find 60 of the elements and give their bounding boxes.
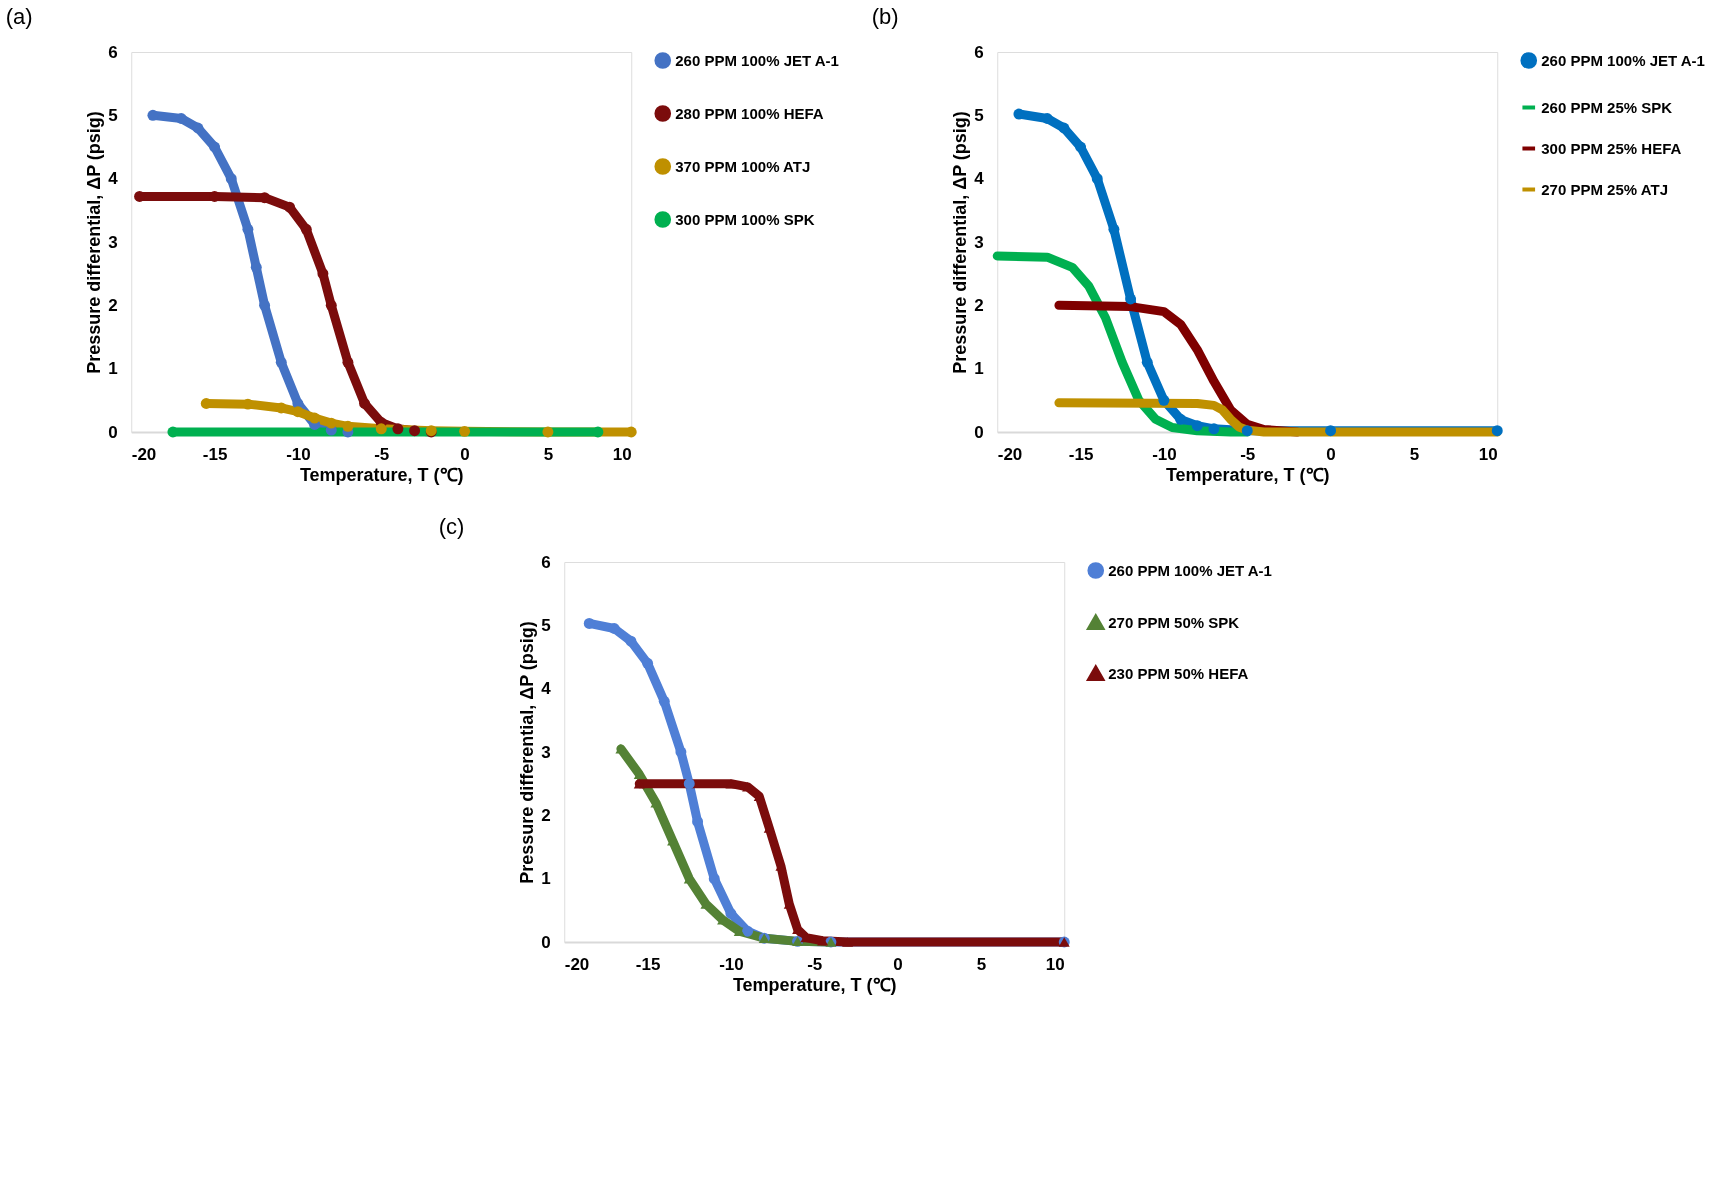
x-tick-label: -15 (635, 954, 661, 974)
legend-label: 280 PPM 100% HEFA (675, 104, 824, 122)
x-tick-label: -20 (997, 444, 1023, 464)
y-tick-label: 0 (108, 422, 118, 442)
legend-label: 260 PPM 25% SPK (1541, 98, 1673, 116)
legend-label: 270 PPM 50% SPK (1108, 613, 1240, 631)
y-tick-label: 5 (108, 105, 118, 125)
y-axis-title: Pressure differential, ΔP (psig) (84, 111, 105, 374)
y-tick-label: 3 (974, 232, 984, 252)
x-tick-label: 10 (612, 444, 632, 464)
legend-label: 260 PPM 100% JET A-1 (675, 51, 839, 69)
y-tick-label: 2 (108, 295, 118, 315)
y-axis-title: Pressure differential, ΔP (psig) (950, 111, 971, 374)
y-tick-label: 1 (541, 869, 551, 889)
y-tick-label: 0 (541, 932, 551, 952)
x-axis-title: Temperature, T (℃) (299, 464, 464, 485)
x-tick-label: -20 (131, 444, 157, 464)
x-tick-label: 0 (460, 444, 470, 464)
y-tick-label: 0 (974, 422, 984, 442)
x-tick-label: 5 (1409, 444, 1420, 464)
x-tick-label: 0 (1326, 444, 1336, 464)
x-tick-label: -15 (202, 444, 228, 464)
y-tick-label: 2 (974, 295, 984, 315)
x-tick-label: -5 (374, 444, 390, 464)
x-tick-label: -10 (719, 954, 744, 974)
y-tick-label: 3 (541, 742, 551, 762)
x-tick-label: -10 (1152, 444, 1177, 464)
y-tick-label: 4 (541, 679, 552, 699)
x-tick-label: -5 (1240, 444, 1256, 464)
legend-label: 260 PPM 100% JET A-1 (1108, 561, 1272, 579)
x-tick-label: -10 (286, 444, 311, 464)
y-tick-label: 6 (108, 42, 118, 62)
x-axis-title: Temperature, T (℃) (1165, 464, 1330, 485)
y-tick-label: 3 (108, 232, 118, 252)
y-tick-label: 1 (974, 359, 984, 379)
y-tick-label: 5 (974, 105, 984, 125)
y-tick-label: 2 (541, 805, 551, 825)
y-tick-label: 5 (541, 615, 551, 635)
chart-title: (c) (438, 514, 465, 539)
legend-label: 230 PPM 50% HEFA (1108, 664, 1249, 682)
y-axis-title: Pressure differential, ΔP (psig) (517, 621, 538, 884)
x-axis-title: Temperature, T (℃) (732, 974, 897, 995)
chart-title: (a) (5, 4, 33, 29)
legend-label: 260 PPM 100% JET A-1 (1541, 51, 1705, 69)
x-tick-label: -5 (807, 954, 823, 974)
y-tick-label: 6 (974, 42, 984, 62)
y-tick-label: 4 (108, 169, 119, 189)
chart-title: (b) (871, 4, 899, 29)
x-tick-label: -15 (1068, 444, 1094, 464)
y-tick-label: 4 (974, 169, 985, 189)
legend-label: 270 PPM 25% ATJ (1541, 180, 1668, 198)
x-tick-label: 0 (893, 954, 903, 974)
x-tick-label: 10 (1478, 444, 1498, 464)
y-tick-label: 6 (541, 552, 551, 572)
legend-label: 370 PPM 100% ATJ (675, 157, 811, 175)
legend-label: 300 PPM 100% SPK (675, 210, 815, 228)
x-tick-label: -20 (564, 954, 590, 974)
legend-label: 300 PPM 25% HEFA (1541, 139, 1682, 157)
x-tick-label: 10 (1045, 954, 1065, 974)
y-tick-label: 1 (108, 359, 118, 379)
